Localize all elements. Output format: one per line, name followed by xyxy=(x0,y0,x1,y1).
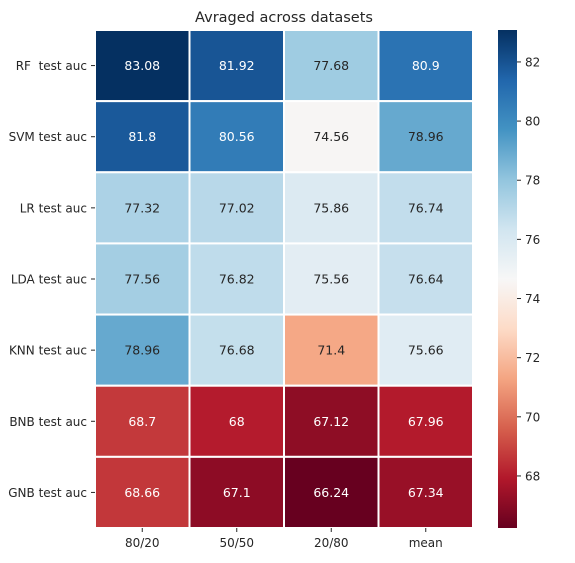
cell-value-label: 77.56 xyxy=(124,272,160,287)
colorbar xyxy=(498,30,517,528)
y-axis-tick-label: BNB test auc xyxy=(9,415,87,429)
heatmap-cell xyxy=(377,242,474,316)
cell-value-label: 75.66 xyxy=(408,343,444,358)
colorbar-tick-label: 80 xyxy=(525,115,540,129)
x-axis-tick-labels: 80/20 50/50 20/80 mean xyxy=(125,528,443,550)
heatmap-cell xyxy=(188,100,285,174)
cell-value-label: 80.56 xyxy=(219,129,255,144)
colorbar-tick-label: 72 xyxy=(525,351,540,365)
heatmap-cell xyxy=(377,455,474,530)
cell-value-label: 71.4 xyxy=(317,343,345,358)
x-axis-tick-label: 80/20 xyxy=(125,536,160,550)
heatmap-cell-labels: 83.08 81.92 77.68 80.9 81.8 80.56 74.56 78.96 77… xyxy=(124,58,443,500)
cell-value-label: 68.66 xyxy=(124,485,160,500)
heatmap-cell xyxy=(188,242,285,316)
x-axis-tick-label: 20/80 xyxy=(314,536,349,550)
cell-value-label: 77.32 xyxy=(124,200,160,215)
heatmap-cell xyxy=(188,29,285,103)
cell-value-label: 67.34 xyxy=(408,485,444,500)
cell-value-label: 66.24 xyxy=(313,485,349,500)
colorbar-tick-label: 76 xyxy=(525,233,540,247)
cell-value-label: 77.02 xyxy=(219,200,255,215)
colorbar-tick-label: 70 xyxy=(525,410,540,424)
heatmap-cell xyxy=(283,384,380,458)
cell-value-label: 76.68 xyxy=(219,343,255,358)
cell-value-label: 78.96 xyxy=(408,129,444,144)
cell-value-label: 68.7 xyxy=(128,414,156,429)
colorbar-ticks: 68 70 72 74 76 78 80 82 xyxy=(517,55,540,483)
colorbar-tick-label: 68 xyxy=(525,469,540,483)
heatmap-cell xyxy=(377,171,474,245)
heatmap-cell xyxy=(188,313,285,387)
y-axis-tick-label: LDA test auc xyxy=(11,273,87,287)
cell-value-label: 74.56 xyxy=(313,129,349,144)
cell-value-label: 67.1 xyxy=(223,485,251,500)
heatmap-cell xyxy=(377,384,474,458)
cell-value-label: 81.8 xyxy=(128,129,156,144)
heatmap-cells xyxy=(94,29,474,530)
y-axis-tick-label: KNN test auc xyxy=(9,344,87,358)
heatmap-cell xyxy=(283,455,380,530)
y-axis-tick-label: SVM test auc xyxy=(9,130,87,144)
cell-value-label: 67.12 xyxy=(313,414,349,429)
heatmap-cell xyxy=(188,384,285,458)
x-axis-tick-label: 50/50 xyxy=(219,536,254,550)
chart-title: Avraged across datasets xyxy=(195,10,373,26)
heatmap-cell xyxy=(188,171,285,245)
x-axis-tick-label: mean xyxy=(409,536,443,550)
cell-value-label: 76.74 xyxy=(408,200,444,215)
heatmap-cell xyxy=(377,313,474,387)
cell-value-label: 68 xyxy=(229,414,245,429)
cell-value-label: 76.64 xyxy=(408,272,444,287)
y-axis-tick-labels: RF test auc SVM test auc LR test auc LDA te… xyxy=(8,59,95,500)
colorbar-tick-label: 74 xyxy=(525,292,540,306)
cell-value-label: 75.56 xyxy=(313,272,349,287)
cell-value-label: 83.08 xyxy=(124,58,160,73)
y-axis-tick-label: GNB test auc xyxy=(8,486,87,500)
cell-value-label: 80.9 xyxy=(412,58,440,73)
y-axis-tick-label: RF test auc xyxy=(16,59,87,73)
cell-value-label: 75.86 xyxy=(313,200,349,215)
cell-value-label: 77.68 xyxy=(313,58,349,73)
cell-value-label: 67.96 xyxy=(408,414,444,429)
heatmap-cell xyxy=(94,384,191,458)
colorbar-tick-label: 82 xyxy=(525,55,540,69)
cell-value-label: 81.92 xyxy=(219,58,255,73)
cell-value-label: 78.96 xyxy=(124,343,160,358)
y-axis-tick-label: LR test auc xyxy=(20,201,87,215)
cell-value-label: 76.82 xyxy=(219,272,255,287)
colorbar-tick-label: 78 xyxy=(525,174,540,188)
heatmap-cell xyxy=(377,29,474,103)
heatmap-cell xyxy=(377,100,474,174)
heatmap-cell xyxy=(283,313,380,387)
